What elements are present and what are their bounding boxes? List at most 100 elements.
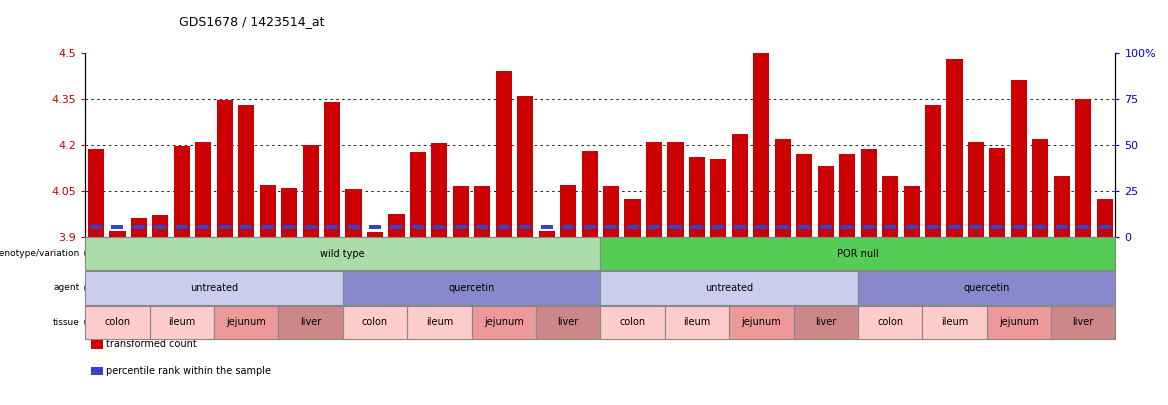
Bar (1033, 139, 1049, 237)
Bar (1013, 225, 1024, 229)
Bar (1099, 225, 1111, 229)
Bar (584, 225, 596, 229)
Bar (946, 59, 962, 237)
Text: quercetin: quercetin (449, 283, 495, 293)
Bar (839, 154, 855, 237)
Text: agent: agent (54, 284, 79, 292)
Text: ileum: ileum (683, 318, 710, 327)
Text: ▶: ▶ (84, 320, 90, 325)
Bar (968, 142, 983, 237)
Bar (133, 225, 145, 229)
Bar (303, 145, 319, 237)
Text: wild type: wild type (320, 249, 366, 258)
Bar (712, 225, 724, 229)
Bar (905, 225, 918, 229)
Bar (474, 186, 491, 237)
Bar (283, 225, 296, 229)
Bar (1056, 225, 1068, 229)
Bar (948, 225, 960, 229)
Bar (1077, 225, 1090, 229)
Bar (346, 189, 362, 237)
Bar (1076, 99, 1091, 237)
Bar (218, 225, 231, 229)
Bar (989, 148, 1006, 237)
Bar (326, 225, 338, 229)
Bar (495, 71, 512, 237)
Text: liver: liver (300, 318, 321, 327)
Bar (197, 225, 209, 229)
Bar (262, 225, 273, 229)
Bar (626, 225, 639, 229)
Bar (238, 105, 255, 237)
Text: colon: colon (619, 318, 646, 327)
Bar (259, 185, 276, 237)
Bar (90, 225, 102, 229)
Text: untreated: untreated (190, 283, 238, 293)
Bar (562, 225, 575, 229)
Text: POR null: POR null (837, 249, 878, 258)
Bar (431, 143, 447, 237)
Bar (603, 186, 619, 237)
Bar (433, 225, 445, 229)
Bar (111, 225, 124, 229)
Bar (369, 225, 381, 229)
Bar (412, 225, 424, 229)
Bar (348, 225, 360, 229)
Bar (992, 225, 1003, 229)
Bar (88, 149, 104, 237)
Bar (410, 152, 426, 237)
Bar (582, 151, 598, 237)
Bar (625, 198, 640, 237)
Bar (520, 225, 531, 229)
Text: percentile rank within the sample: percentile rank within the sample (106, 366, 271, 375)
Bar (541, 225, 552, 229)
Bar (904, 186, 919, 237)
Bar (110, 231, 125, 237)
Bar (1035, 225, 1047, 229)
Text: GDS1678 / 1423514_at: GDS1678 / 1423514_at (179, 15, 325, 28)
Bar (154, 225, 166, 229)
Bar (1010, 80, 1027, 237)
Text: liver: liver (557, 318, 579, 327)
Text: ileum: ileum (168, 318, 195, 327)
Bar (882, 175, 898, 237)
Bar (756, 225, 767, 229)
Bar (324, 102, 340, 237)
Text: jejunum: jejunum (484, 318, 523, 327)
Bar (753, 53, 770, 237)
Bar (691, 225, 703, 229)
Text: ileum: ileum (941, 318, 968, 327)
Bar (1097, 198, 1113, 237)
Bar (453, 186, 468, 237)
Bar (798, 225, 811, 229)
Bar (648, 225, 660, 229)
Text: ileum: ileum (426, 318, 453, 327)
Text: genotype/variation: genotype/variation (0, 249, 79, 258)
Text: ▶: ▶ (84, 251, 90, 256)
Text: colon: colon (104, 318, 131, 327)
Bar (561, 185, 576, 237)
Bar (517, 96, 534, 237)
Bar (820, 225, 832, 229)
Bar (174, 146, 190, 237)
Bar (389, 214, 404, 237)
Bar (774, 139, 791, 237)
Bar (367, 232, 383, 237)
Bar (861, 149, 877, 237)
Bar (241, 225, 252, 229)
Bar (538, 231, 555, 237)
Text: ▶: ▶ (84, 285, 90, 291)
Bar (131, 218, 147, 237)
Text: colon: colon (877, 318, 903, 327)
Bar (863, 225, 875, 229)
Text: transformed count: transformed count (106, 339, 197, 349)
Bar (176, 225, 188, 229)
Bar (732, 134, 748, 237)
Bar (925, 105, 941, 237)
Bar (390, 225, 403, 229)
Text: untreated: untreated (705, 283, 753, 293)
Bar (884, 225, 896, 229)
Text: jejunum: jejunum (742, 318, 781, 327)
Text: liver: liver (815, 318, 836, 327)
Text: liver: liver (1072, 318, 1094, 327)
